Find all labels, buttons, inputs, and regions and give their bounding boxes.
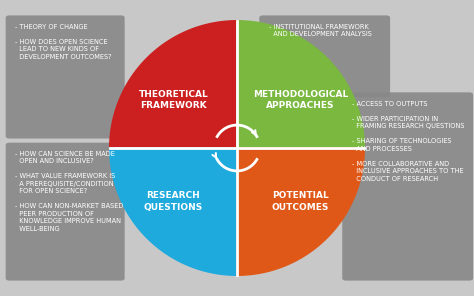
- Text: - THEORY OF CHANGE

- HOW DOES OPEN SCIENCE
  LEAD TO NEW KINDS OF
  DEVELOPMENT: - THEORY OF CHANGE - HOW DOES OPEN SCIEN…: [15, 24, 112, 60]
- FancyBboxPatch shape: [342, 92, 473, 281]
- FancyBboxPatch shape: [259, 15, 390, 97]
- Text: - HOW CAN SCIENCE BE MADE
  OPEN AND INCLUSIVE?

- WHAT VALUE FRAMEWORK IS
  A P: - HOW CAN SCIENCE BE MADE OPEN AND INCLU…: [15, 151, 124, 232]
- FancyBboxPatch shape: [6, 143, 125, 281]
- Text: POTENTIAL
OUTCOMES: POTENTIAL OUTCOMES: [272, 192, 329, 212]
- FancyBboxPatch shape: [6, 15, 125, 139]
- Text: METHODOLOGICAL
APPROACHES: METHODOLOGICAL APPROACHES: [253, 90, 348, 110]
- Text: RESEARCH
QUESTIONS: RESEARCH QUESTIONS: [144, 192, 203, 212]
- Text: - ACCESS TO OUTPUTS

- WIDER PARTICIPATION IN
  FRAMING RESEARCH QUESTIONS

- SH: - ACCESS TO OUTPUTS - WIDER PARTICIPATIO…: [352, 101, 464, 182]
- Text: - INSTITUTIONAL FRAMEWORK
  AND DEVELOPMENT ANALYSIS: - INSTITUTIONAL FRAMEWORK AND DEVELOPMEN…: [269, 24, 372, 37]
- Polygon shape: [109, 21, 237, 148]
- Polygon shape: [237, 148, 365, 275]
- Text: THEORETICAL
FRAMEWORK: THEORETICAL FRAMEWORK: [138, 90, 208, 110]
- Polygon shape: [237, 21, 365, 148]
- Polygon shape: [109, 148, 237, 275]
